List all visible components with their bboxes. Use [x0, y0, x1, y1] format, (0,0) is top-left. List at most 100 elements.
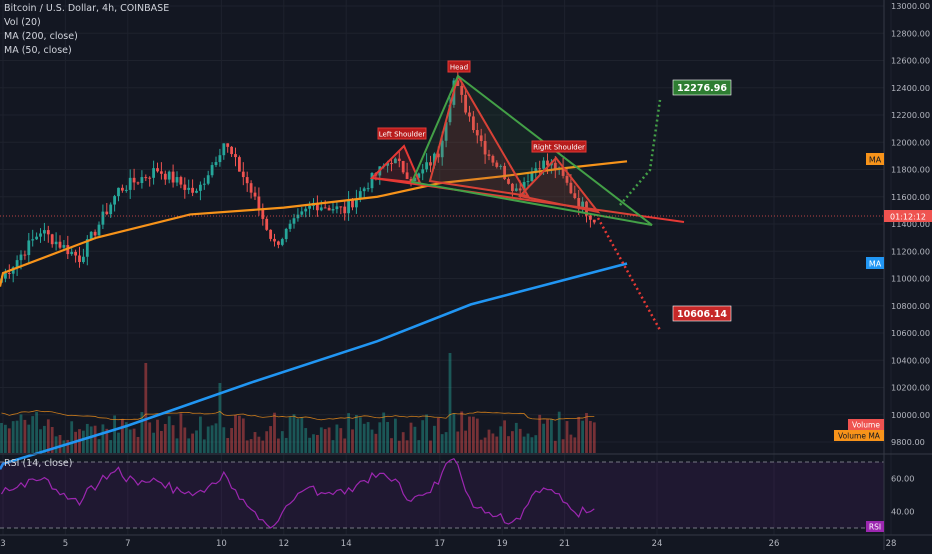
volume-bar	[460, 411, 464, 453]
volume-indicator-label[interactable]: Vol (20)	[4, 17, 41, 28]
volume-bar	[105, 428, 109, 453]
time-tick-label: 26	[769, 539, 780, 549]
volume-bar	[97, 439, 101, 453]
head-label: Head	[450, 64, 468, 72]
right-shoulder-label-box[interactable]	[531, 140, 587, 153]
time-tick-label: 14	[341, 539, 352, 549]
candle-body	[386, 163, 389, 166]
candle-body	[413, 177, 417, 182]
candle-body	[132, 177, 136, 183]
time-tick-label: 21	[559, 539, 570, 549]
volume-bar	[191, 433, 194, 453]
candle-body	[214, 162, 218, 166]
candle-body	[85, 239, 89, 257]
head-shoulders-pattern[interactable]: Left Shoulder Head Right Shoulder 12276.96 1…	[369, 60, 732, 331]
volume-bar	[156, 419, 159, 453]
candle-body	[202, 183, 206, 185]
price-tick-label: 11800.00	[891, 165, 930, 175]
target-down-label-box[interactable]	[672, 305, 732, 322]
volume-bar	[214, 423, 218, 453]
volume-bar	[366, 422, 370, 453]
candle-body	[136, 182, 140, 184]
rsi-axis[interactable]: 60.00 40.00	[891, 474, 914, 517]
neckline[interactable]	[371, 177, 685, 223]
price-axis[interactable]: 13000.00 12800.00 12600.00 12400.00 12200.00…	[891, 1, 930, 447]
volume-bar	[144, 363, 148, 453]
volume-bar	[561, 439, 565, 453]
candle-body	[573, 193, 577, 199]
candle-body	[538, 168, 542, 170]
left-shoulder-label-box[interactable]	[377, 127, 427, 140]
volume-bar	[565, 421, 569, 453]
candle-body	[487, 154, 491, 156]
volume-bar	[335, 424, 339, 453]
volume-bar	[304, 428, 308, 453]
head-shape[interactable]	[428, 73, 530, 198]
candle-body	[347, 200, 350, 214]
rsi-indicator-label[interactable]: RSI (14, close)	[4, 458, 73, 469]
volume-bar	[273, 412, 276, 453]
volume-bar	[355, 414, 358, 453]
candle-body	[140, 177, 144, 183]
volume-bar	[183, 427, 187, 453]
candle-body	[503, 165, 506, 180]
rsi-line	[0, 457, 595, 529]
volume-bar	[288, 416, 292, 453]
volume-bar	[109, 440, 113, 453]
volume-bar	[230, 428, 233, 453]
time-axis[interactable]: 35710121417192124262830	[0, 539, 932, 549]
candle-body	[167, 171, 171, 180]
candle-body	[23, 254, 27, 256]
rsi-tick-label: 40.00	[891, 507, 914, 517]
volume-bar	[265, 431, 269, 453]
rsi-tick-label: 60.00	[891, 474, 914, 484]
price-tick-label: 10000.00	[891, 410, 930, 420]
volume-bar	[187, 438, 191, 453]
price-tick-label: 12400.00	[891, 83, 930, 93]
volume-bar	[31, 416, 35, 453]
target-down-projection[interactable]	[596, 217, 662, 331]
volume-bar	[401, 432, 405, 453]
candle-body	[495, 162, 499, 167]
ma50-axis-tag	[866, 153, 884, 165]
candle-body	[206, 175, 210, 184]
ma200-indicator-label[interactable]: MA (200, close)	[4, 31, 78, 42]
candle-body	[171, 171, 175, 183]
candle-body	[425, 162, 428, 170]
volume-bar	[222, 427, 226, 453]
candle-body	[296, 214, 300, 219]
volume-bar	[241, 418, 245, 453]
candle-body	[7, 272, 11, 274]
volume-bar	[511, 431, 514, 453]
candles	[0, 71, 596, 283]
volume-bar	[93, 425, 97, 453]
candle-body	[222, 143, 226, 156]
symbol-title[interactable]: Bitcoin / U.S. Dollar, 4h, COINBASE	[4, 3, 170, 14]
head-label-box[interactable]	[447, 60, 471, 73]
target-up-projection[interactable]	[619, 99, 662, 206]
volume-bar	[569, 434, 573, 453]
ma50-indicator-label[interactable]: MA (50, close)	[4, 45, 72, 56]
candle-body	[546, 160, 549, 166]
candle-body	[366, 188, 370, 190]
target-up-label-box[interactable]	[672, 79, 732, 96]
candle-body	[284, 228, 288, 240]
candle-body	[152, 168, 155, 178]
candle-body	[19, 254, 23, 261]
candle-body	[472, 116, 475, 131]
candle-body	[526, 181, 530, 183]
time-tick-label: 5	[63, 539, 68, 549]
volume-bar	[277, 438, 280, 453]
volume-bar	[351, 429, 354, 453]
candle-body	[160, 171, 163, 174]
current-price-timer: 01:12:12	[890, 213, 926, 222]
volume-bar	[253, 432, 257, 453]
volume-bar	[464, 430, 467, 453]
volume-ma-line	[1, 410, 595, 421]
volume-bar	[140, 412, 144, 453]
candle-body	[339, 206, 343, 208]
volume-bar	[54, 436, 58, 453]
volume-bar	[308, 437, 311, 453]
